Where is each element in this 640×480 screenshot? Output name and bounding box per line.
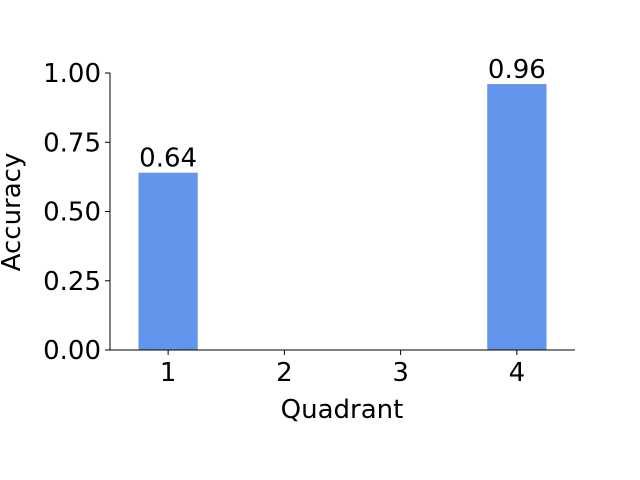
value-label: 0.96 xyxy=(488,55,546,85)
x-tick-label: 3 xyxy=(392,358,409,388)
bar xyxy=(487,84,547,350)
x-axis-label: Quadrant xyxy=(281,395,404,425)
y-axis-label: Accuracy xyxy=(0,153,27,272)
y-tick-label: 0.75 xyxy=(43,128,101,158)
y-tick-label: 0.00 xyxy=(43,336,101,366)
y-tick-label: 0.50 xyxy=(43,198,101,228)
x-tick-label: 1 xyxy=(160,358,177,388)
bar xyxy=(138,172,198,350)
y-tick-label: 0.25 xyxy=(43,267,101,297)
value-label: 0.64 xyxy=(139,144,197,174)
x-tick-label: 2 xyxy=(276,358,293,388)
x-tick-label: 4 xyxy=(509,358,526,388)
y-tick-label: 1.00 xyxy=(43,59,101,89)
